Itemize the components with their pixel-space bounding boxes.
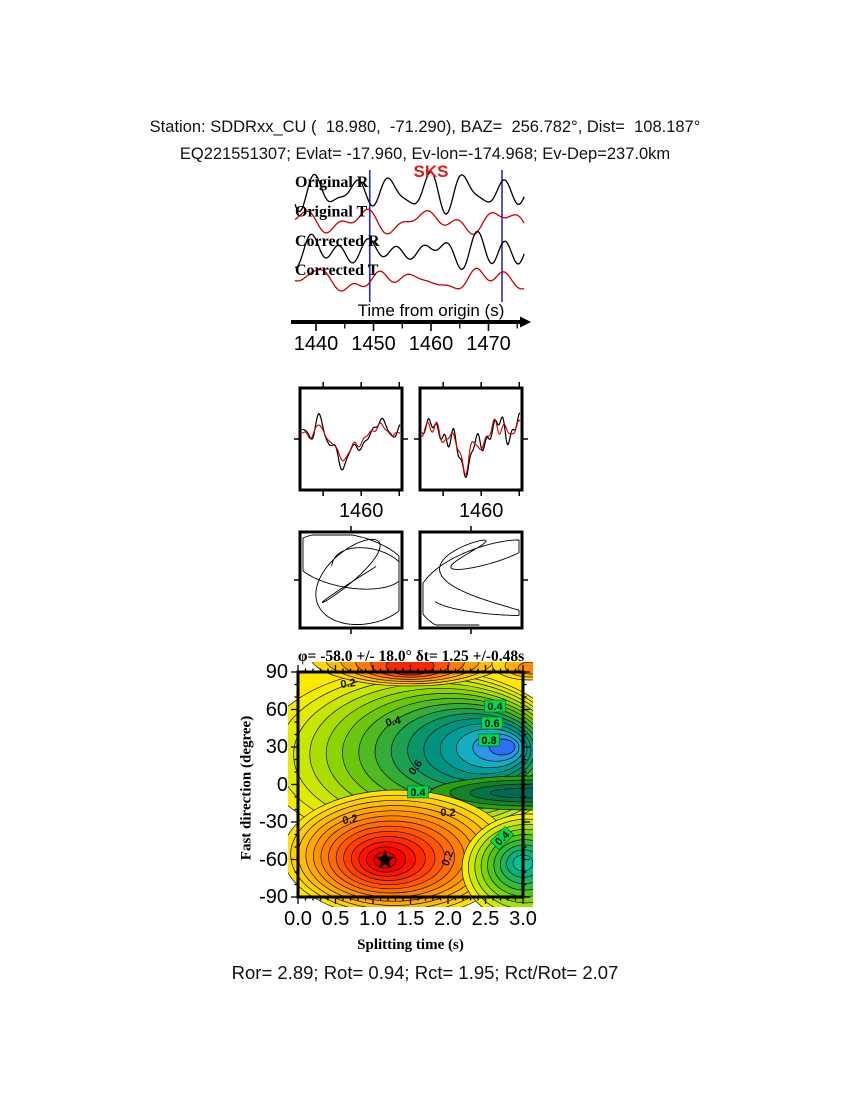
compare-tick-label: 1460 [339,500,384,522]
y-tick-label: 90 [265,661,288,683]
station-title: Station: SDDRxx_CU ( 18.980, -71.290), B… [149,118,701,136]
waveform-trace [295,230,525,271]
contour-label-box [481,716,503,730]
contour-plot: 0.20.40.60.40.40.60.80.20.20.20.4 [288,662,533,907]
contour-label: 0.4 [484,699,506,713]
y-tick-label: 30 [265,736,288,758]
contour-title: φ= -58.0 +/- 18.0° δt= 1.25 +/-0.48s [297,648,525,665]
best-fit-star [375,850,395,869]
trace-label: Corrected R [295,233,380,250]
contour-label-text: 0.4 [410,787,426,799]
contour-basin-lower-right-minimum [461,813,533,907]
time-tick-label: 1450 [351,333,396,355]
compare-trace-corrected-fast [421,412,521,479]
x-tick-label: 1.0 [359,908,387,930]
contour-label: 0.6 [481,716,503,730]
y-tick-label: -60 [259,848,288,871]
waveform-trace [294,208,525,235]
contour-label: 0.4 [384,714,402,729]
phase-label-sks: SKS [414,162,449,181]
y-tick-label: 0 [276,773,288,796]
contour-label: 0.4 [407,785,429,799]
time-axis: Time from origin (s) 1440 1450 1460 1470 [291,301,531,355]
contour-label: 0.2 [440,807,455,819]
particle-box [418,530,524,630]
contour-label-text: 0.4 [384,714,402,729]
y-tick-label: -90 [259,886,288,908]
y-tick-label: 60 [265,698,288,721]
results-line: Ror= 2.89; Rot= 0.94; Rct= 1.95; Rct/Rot… [231,962,619,983]
trace-label: Original R [295,174,369,191]
contour-label-text: 0.4 [487,701,503,713]
contour-label-box [489,825,515,851]
contour-ytick-labels: 90 60 30 0 -30 -60 -90 [236,661,292,908]
contour-label: 0.2 [440,849,457,867]
trace-label: Corrected T [295,262,379,279]
x-tick-label: 0.0 [284,908,312,930]
event-title: EQ221551307; Evlat= -17.960, Ev-lon=-174… [179,145,671,163]
contour-label: 0.8 [478,733,500,747]
y-tick-label: -30 [259,811,288,833]
x-tick-label: 2.0 [434,908,462,930]
trace-label: Original T [295,203,367,220]
axis-arrow-head [520,316,531,328]
particle-motion-panels [294,526,528,634]
waveform-compare-panels: 1460 1460 [294,382,528,522]
contour-label-text: 0.2 [340,677,357,691]
x-tick-label: 3.0 [509,908,537,930]
contour-label-text: 0.6 [484,718,499,730]
x-tick-label: 1.5 [396,908,425,930]
contour-label: 0.2 [342,813,359,827]
x-tick-label: 2.5 [471,908,500,930]
time-tick-label: 1460 [409,333,454,355]
compare-box [298,386,404,492]
contour-label-box [484,699,506,713]
contour-xlabel: Splitting time (s) [357,937,464,953]
particle-motion-curve [302,534,400,625]
contour-basin-best-fit-maximum [288,789,514,907]
contour-label-box [407,785,429,799]
waveform-panel: Original R Original T Corrected R Corrected… [294,162,525,302]
contour-label-text: 0.2 [440,849,457,867]
contour-label: 0.2 [340,677,357,691]
compare-trace-corrected-fast [301,413,401,471]
compare-trace-corrected-slow [301,422,401,462]
contour-xtick-labels: 0.0 0.5 1.0 1.5 2.0 2.5 3.0 [284,908,537,932]
contour-label-text: 0.2 [440,807,455,819]
contour-label-text: 0.2 [342,813,359,827]
compare-trace-corrected-slow [421,418,521,476]
time-tick-label: 1470 [466,333,511,355]
contour-plot-area: 0.20.40.60.40.40.60.80.20.20.20.4 [288,662,533,907]
time-tick-label: 1440 [294,333,339,355]
contour-label-text: 0.8 [481,735,496,747]
time-axis-title: Time from origin (s) [358,301,505,320]
contour-label-box [478,733,500,747]
waveform-trace [294,267,525,292]
x-tick-label: 0.5 [321,908,350,930]
particle-motion-curve [422,539,520,626]
waveform-trace [294,171,525,215]
compare-tick-label: 1460 [459,500,504,522]
